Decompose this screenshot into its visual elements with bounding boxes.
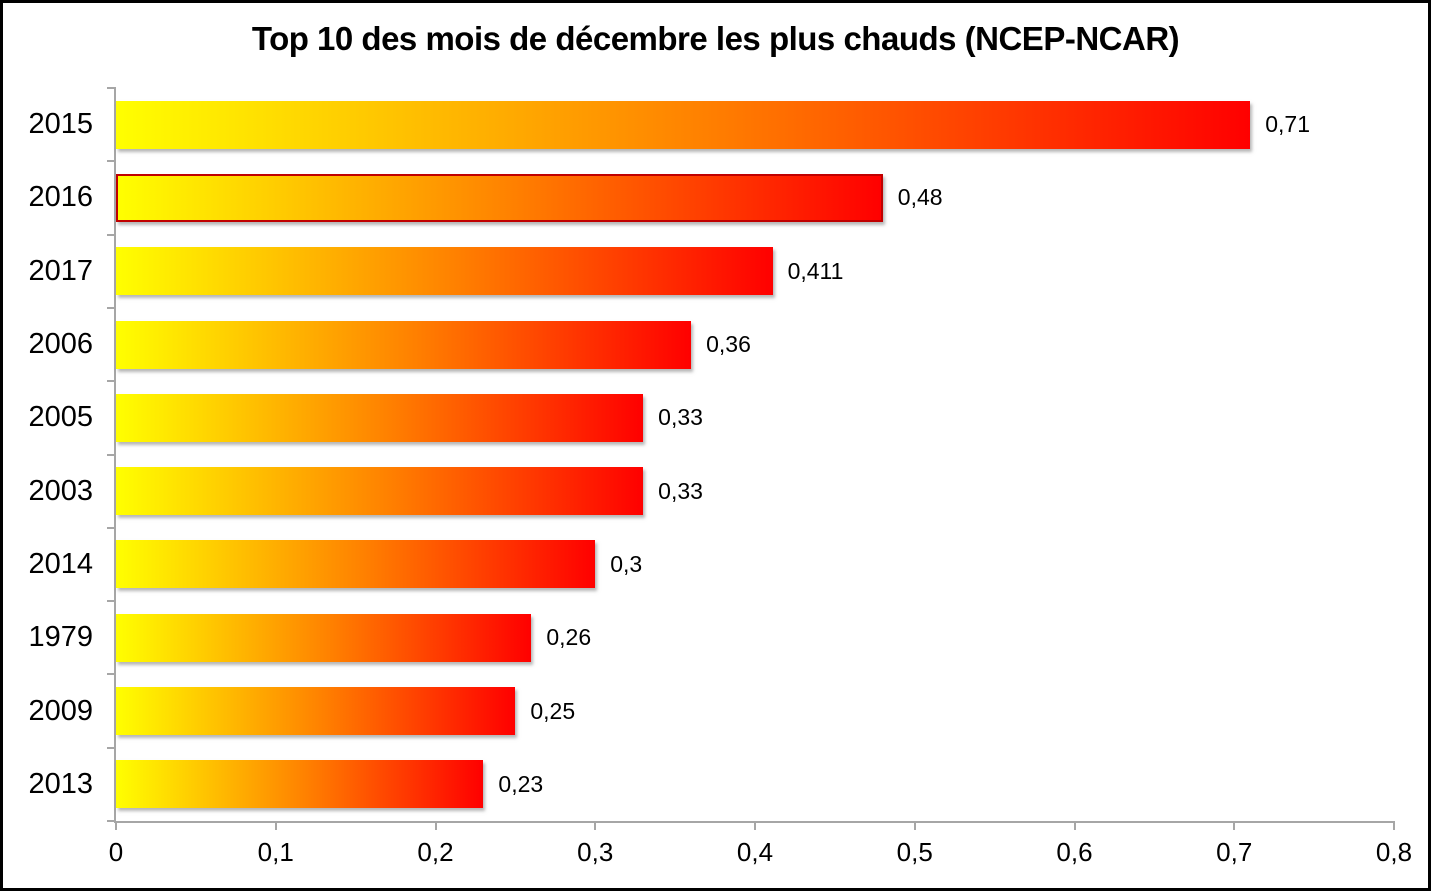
- bar-value-label: 0,3: [610, 550, 643, 577]
- bar-rows-container: 2015 0,71 2016 0,48 2017 0,411 2006 0,36…: [28, 88, 1394, 821]
- y-tick: [107, 380, 116, 383]
- x-tick-label: 0,3: [577, 837, 614, 867]
- y-tick: [107, 87, 116, 89]
- x-tick-label: 0,7: [1216, 837, 1253, 867]
- y-axis-label: 2006: [28, 328, 93, 361]
- bar-value-label: 0,411: [787, 257, 844, 284]
- bar-value-label: 0,71: [1265, 111, 1310, 138]
- y-tick: [107, 600, 116, 603]
- y-tick: [107, 306, 116, 309]
- y-tick: [107, 526, 116, 529]
- bar-row: 2003 0,33: [28, 454, 1394, 527]
- y-tick: [107, 160, 116, 163]
- bar: [116, 100, 1251, 149]
- bar: [116, 393, 644, 442]
- bar: [116, 467, 644, 516]
- bar-row: 2017 0,411: [28, 235, 1394, 308]
- bar: [116, 613, 532, 662]
- y-tick: [107, 453, 116, 456]
- bar-value-label: 0,26: [546, 624, 592, 651]
- bar-row: 2015 0,71: [28, 88, 1394, 161]
- bar-row: 2009 0,25: [28, 674, 1394, 747]
- y-tick: [107, 746, 116, 749]
- y-axis-label: 2014: [28, 547, 93, 580]
- x-tick: [434, 821, 437, 830]
- bar-value-label: 0,33: [658, 477, 703, 504]
- bar: [116, 247, 773, 296]
- x-tick-label: 0,8: [1375, 837, 1413, 867]
- bar-value-label: 0,25: [530, 697, 576, 724]
- x-tick-label: 0,6: [1056, 837, 1093, 867]
- x-tick: [1233, 821, 1236, 830]
- plot-area: 2015 0,71 2016 0,48 2017 0,411 2006 0,36…: [28, 87, 1412, 867]
- x-tick: [754, 821, 756, 830]
- y-axis-label: 2013: [28, 767, 93, 800]
- y-axis-label: 2016: [28, 181, 93, 214]
- x-tick-label: 0,5: [896, 837, 933, 867]
- bar: [116, 320, 692, 369]
- bar-row: 2005 0,33: [28, 381, 1394, 454]
- bar-row: 2013 0,23: [28, 748, 1394, 821]
- bar-row: 2014 0,3: [28, 528, 1394, 601]
- x-tick-label: 0,2: [417, 837, 454, 867]
- y-tick: [107, 233, 116, 236]
- x-tick: [594, 821, 597, 830]
- y-axis-label: 2015: [28, 108, 93, 141]
- x-tick: [1073, 821, 1076, 830]
- x-tick-label: 0,4: [736, 837, 774, 867]
- x-tick: [913, 821, 916, 830]
- y-axis-label: 2003: [28, 474, 93, 507]
- bar-row: 1979 0,26: [28, 601, 1394, 674]
- x-tick-label: 0: [108, 837, 124, 867]
- x-tick: [1393, 821, 1395, 830]
- bar-value-label: 0,48: [897, 184, 943, 211]
- x-tick: [115, 821, 117, 830]
- y-axis-label: 2017: [28, 254, 93, 287]
- x-tick-label: 0,1: [257, 837, 294, 867]
- bar: [116, 540, 596, 589]
- y-tick: [107, 673, 116, 676]
- bar-value-label: 0,23: [498, 770, 544, 797]
- y-axis-label: 2005: [28, 401, 93, 434]
- y-axis-label: 1979: [28, 621, 93, 654]
- bar-value-label: 0,36: [706, 331, 751, 358]
- bar-value-label: 0,33: [658, 404, 703, 431]
- bar: [116, 173, 883, 222]
- x-tick: [274, 821, 277, 830]
- bar: [116, 687, 516, 736]
- bar-row: 2016 0,48: [28, 161, 1394, 234]
- bar: [116, 760, 484, 809]
- chart-title: Top 10 des mois de décembre les plus cha…: [251, 20, 1180, 57]
- y-tick: [107, 820, 116, 822]
- bar-row: 2006 0,36: [28, 308, 1394, 381]
- y-axis-label: 2009: [28, 694, 93, 727]
